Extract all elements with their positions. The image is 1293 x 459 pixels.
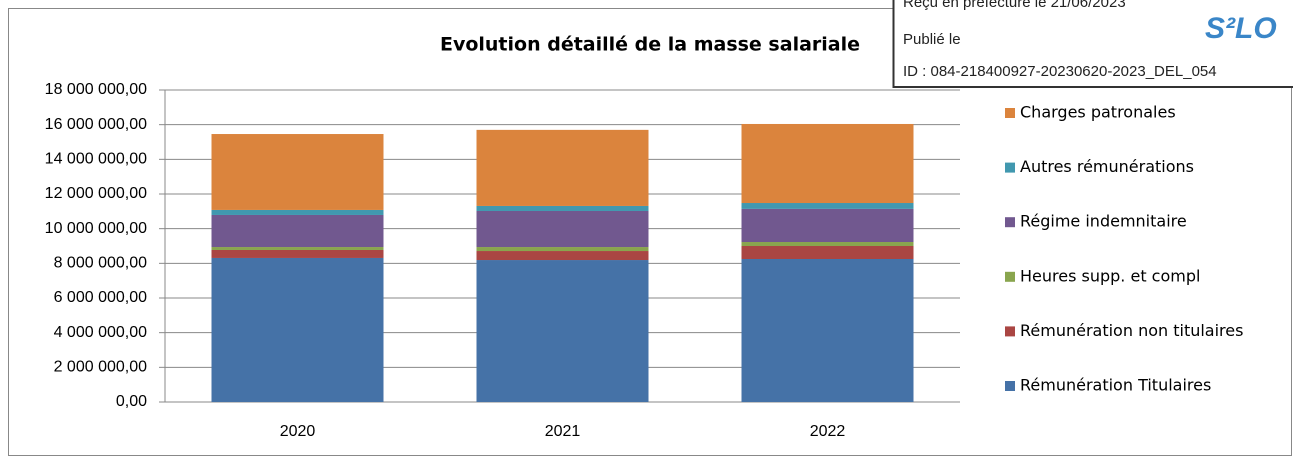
bar-segment bbox=[476, 260, 649, 402]
x-tick-label: 2022 bbox=[810, 423, 846, 440]
bar-segment bbox=[741, 259, 914, 402]
y-tick-label: 18 000 000,00 bbox=[45, 81, 147, 98]
bar-segment bbox=[741, 208, 914, 243]
bar-segment bbox=[476, 205, 649, 211]
bar-segment bbox=[211, 247, 384, 250]
y-tick-label: 14 000 000,00 bbox=[45, 151, 147, 168]
legend-swatch bbox=[1005, 271, 1015, 282]
y-tick-label: 6 000 000,00 bbox=[54, 289, 148, 306]
y-tick-label: 0,00 bbox=[116, 393, 147, 410]
legend-label: Heures supp. et compl bbox=[1020, 266, 1200, 285]
y-tick-label: 10 000 000,00 bbox=[45, 220, 147, 237]
stamp-logo: S²LO bbox=[1205, 12, 1277, 45]
bar-segment bbox=[211, 249, 384, 258]
y-tick-label: 8 000 000,00 bbox=[54, 255, 148, 272]
legend-swatch bbox=[1005, 162, 1015, 173]
legend-label: Rémunération Titulaires bbox=[1020, 376, 1211, 395]
stamp-box bbox=[892, 0, 1293, 88]
bar-segment bbox=[476, 129, 649, 206]
y-tick-label: 16 000 000,00 bbox=[45, 116, 147, 133]
bar-segment bbox=[476, 251, 649, 261]
bar-segment bbox=[741, 246, 914, 259]
legend-swatch bbox=[1005, 326, 1015, 337]
legend-swatch bbox=[1005, 381, 1015, 391]
x-tick-label: 2020 bbox=[280, 423, 316, 440]
legend-swatch bbox=[1005, 108, 1015, 118]
bar-segment bbox=[211, 257, 384, 402]
bar-segment bbox=[741, 242, 914, 246]
x-tick-label: 2021 bbox=[545, 423, 581, 440]
legend-swatch bbox=[1005, 217, 1015, 228]
bar-segment bbox=[211, 134, 384, 210]
y-tick-label: 2 000 000,00 bbox=[54, 359, 148, 376]
bar-segment bbox=[211, 214, 384, 248]
bar-segment bbox=[476, 210, 649, 248]
legend-label: Rémunération non titulaires bbox=[1020, 321, 1243, 340]
legend-label: Charges patronales bbox=[1020, 103, 1176, 122]
bar-segment bbox=[476, 247, 649, 252]
y-tick-label: 4 000 000,00 bbox=[54, 324, 148, 341]
bar-segment bbox=[741, 123, 914, 204]
stamp-id: ID : 084-218400927-20230620-2023_DEL_054 bbox=[903, 63, 1217, 80]
bar-segment bbox=[211, 209, 384, 215]
bar-segment bbox=[741, 203, 914, 209]
legend-label: Autres rémunérations bbox=[1020, 157, 1194, 176]
chart-title: Evolution détaillé de la masse salariale bbox=[440, 34, 860, 56]
legend-label: Régime indemnitaire bbox=[1020, 212, 1187, 231]
stamp-published: Publié le bbox=[903, 31, 961, 48]
stamp-received: Reçu en préfecture le 21/06/2023 bbox=[903, 0, 1126, 11]
stamp: Reçu en préfecture le 21/06/2023 Publié … bbox=[892, 0, 1293, 88]
y-tick-label: 12 000 000,00 bbox=[45, 185, 147, 202]
